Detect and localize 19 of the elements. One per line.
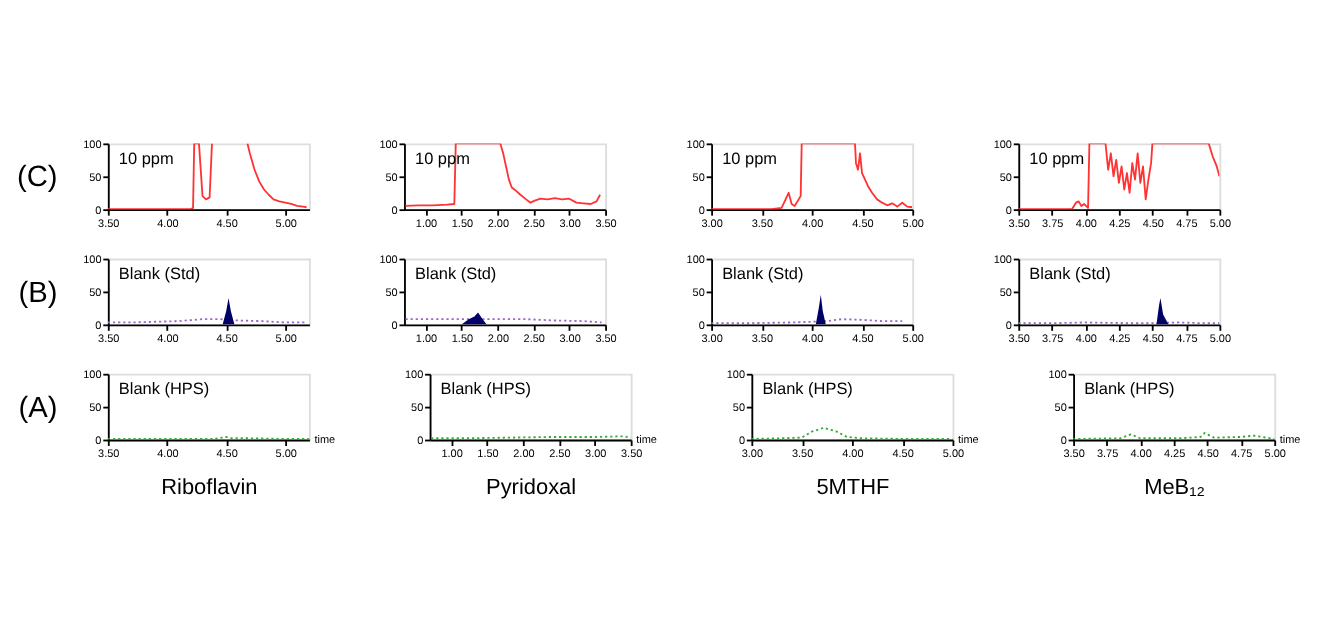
annotation: Blank (HPS)	[118, 379, 210, 398]
annotation: Blank (HPS)	[440, 379, 532, 398]
y-axis-title: (C)	[17, 162, 58, 195]
x-axis-title: MeB₁₂	[1144, 475, 1206, 500]
annotation: Blank (HPS)	[1084, 379, 1176, 398]
y-axis-title: (A)	[18, 392, 58, 425]
x-axis-title: Pyridoxal	[486, 475, 577, 500]
annotation: 10 ppm	[118, 149, 174, 168]
x-axis-title: Riboflavin	[161, 475, 258, 500]
annotation: Blank (Std)	[722, 264, 804, 283]
annotation: 10 ppm	[722, 149, 778, 168]
line-series	[1018, 143, 1220, 210]
annotation: Blank (Std)	[415, 264, 497, 283]
annotation: Blank (HPS)	[762, 379, 854, 398]
annotation: 10 ppm	[1029, 149, 1085, 168]
y-axis-title: (B)	[18, 277, 58, 310]
x-axis-title: 5MTHF	[816, 475, 890, 500]
annotation: Blank (Std)	[1029, 264, 1112, 283]
annotation: Blank (Std)	[118, 264, 201, 283]
